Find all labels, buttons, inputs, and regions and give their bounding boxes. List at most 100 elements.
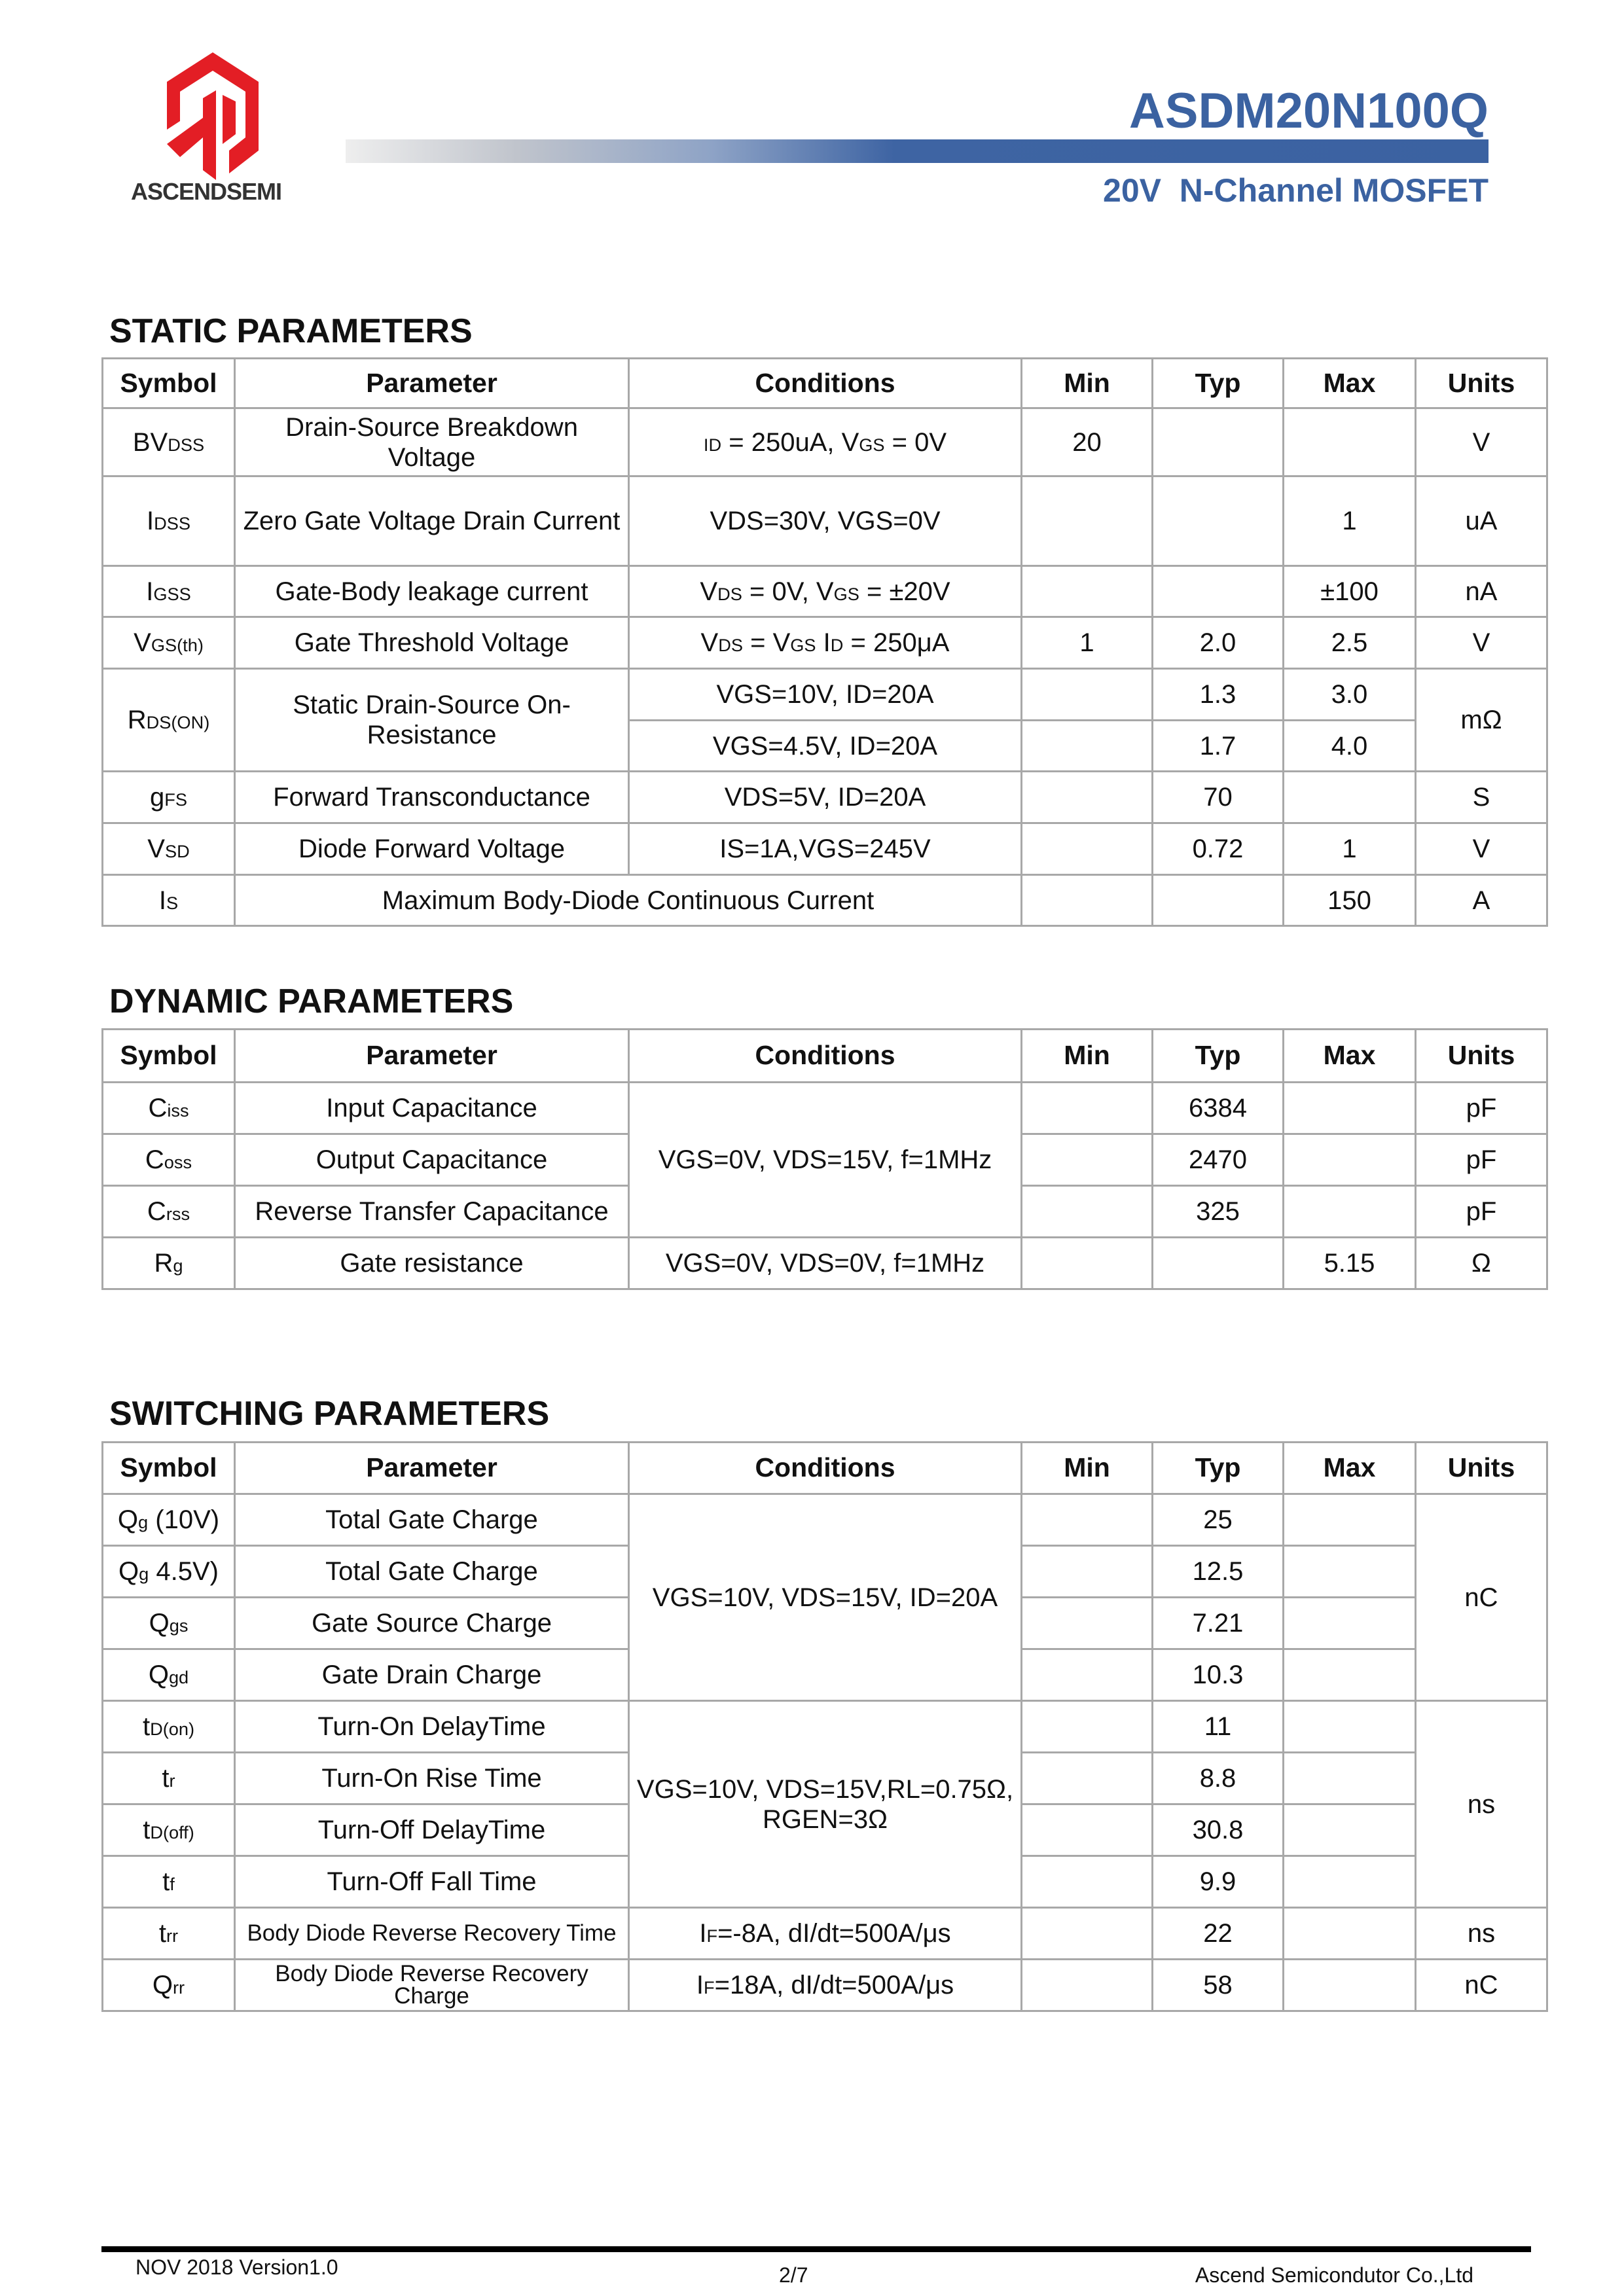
cell-text: BV — [133, 428, 168, 457]
subscript-text: iss — [167, 1100, 189, 1121]
subscript-text: gs — [170, 1615, 189, 1636]
static-typ-cell: 1.3 — [1153, 669, 1284, 721]
cell-text: g — [150, 783, 164, 812]
static-units-cell: V — [1416, 408, 1547, 476]
cell-text: I — [147, 507, 154, 535]
static-units-cell: S — [1416, 772, 1547, 823]
static-typ-cell — [1153, 476, 1284, 566]
subscript-text: oss — [164, 1152, 192, 1172]
static-max-cell: 1 — [1284, 476, 1416, 566]
part-number-title: ASDM20N100Q — [1129, 82, 1489, 139]
subscript-text: SD — [165, 841, 190, 861]
switching-parameter-cell: Gate Drain Charge — [235, 1649, 629, 1701]
column-header-parameter: Parameter — [235, 359, 629, 408]
table-row: RDS(ON)Static Drain-Source On-Resistance… — [103, 669, 1547, 721]
cell-text: I — [159, 886, 166, 915]
table-row: QrrBody Diode Reverse Recovery ChargeIF=… — [103, 1960, 1547, 2011]
column-header-symbol: Symbol — [103, 1030, 235, 1083]
switching-symbol-cell: Qg (10V) — [103, 1494, 235, 1546]
static-parameter-cell: Maximum Body-Diode Continuous Current — [235, 875, 1022, 926]
column-header-conditions: Conditions — [629, 1030, 1022, 1083]
switching-typ-cell: 11 — [1153, 1701, 1284, 1753]
dynamic-symbol-cell: Crss — [103, 1186, 235, 1238]
static-units-cell: mΩ — [1416, 669, 1547, 772]
dynamic-min-cell — [1022, 1186, 1153, 1238]
static-typ-cell — [1153, 875, 1284, 926]
switching-min-cell — [1022, 1701, 1153, 1753]
switching-max-cell — [1284, 1856, 1416, 1908]
switching-conditions-cell: IF=-8A, dI/dt=500A/μs — [629, 1908, 1022, 1960]
switching-max-cell — [1284, 1649, 1416, 1701]
column-header-min: Min — [1022, 1030, 1153, 1083]
cell-text: I — [816, 628, 831, 657]
subscript-text: DS — [718, 635, 743, 655]
switching-min-cell — [1022, 1856, 1153, 1908]
subscript-text: GS(th) — [151, 635, 204, 655]
switching-parameter-cell: Turn-On Rise Time — [235, 1753, 629, 1804]
static-conditions-cell: VDS=30V, VGS=0V — [629, 476, 1022, 566]
column-header-min: Min — [1022, 359, 1153, 408]
dynamic-symbol-cell: Ciss — [103, 1083, 235, 1134]
static-max-cell: ±100 — [1284, 566, 1416, 617]
column-header-units: Units — [1416, 1030, 1547, 1083]
table-row: trrBody Diode Reverse Recovery TimeIF=-8… — [103, 1908, 1547, 1960]
static-parameters-table: SymbolParameterConditionsMinTypMaxUnits B… — [101, 357, 1548, 927]
column-header-parameter: Parameter — [235, 1443, 629, 1494]
static-typ-cell: 0.72 — [1153, 823, 1284, 875]
switching-min-cell — [1022, 1546, 1153, 1598]
cell-text: V — [701, 628, 719, 657]
subscript-text: GS — [834, 584, 859, 604]
switching-symbol-cell: Qgs — [103, 1598, 235, 1649]
switching-max-cell — [1284, 1546, 1416, 1598]
switching-max-cell — [1284, 1753, 1416, 1804]
dynamic-max-cell — [1284, 1083, 1416, 1134]
cell-text: V — [147, 834, 165, 863]
dynamic-max-cell — [1284, 1186, 1416, 1238]
switching-parameter-cell: Gate Source Charge — [235, 1598, 629, 1649]
static-min-cell — [1022, 875, 1153, 926]
switching-parameter-cell: Total Gate Charge — [235, 1546, 629, 1598]
switching-symbol-cell: tf — [103, 1856, 235, 1908]
static-symbol-cell: VSD — [103, 823, 235, 875]
column-header-typ: Typ — [1153, 1030, 1284, 1083]
dynamic-parameter-cell: Output Capacitance — [235, 1134, 629, 1186]
static-conditions-cell: ID = 250uA, VGS = 0V — [629, 408, 1022, 476]
static-max-cell: 3.0 — [1284, 669, 1416, 721]
static-typ-cell: 1.7 — [1153, 721, 1284, 772]
cell-text: Q — [149, 1660, 169, 1689]
column-header-units: Units — [1416, 359, 1547, 408]
table-row: VGS(th)Gate Threshold VoltageVDS = VGS I… — [103, 617, 1547, 669]
logo-text: ASCENDSEMI — [131, 178, 281, 206]
column-header-max: Max — [1284, 1443, 1416, 1494]
column-header-typ: Typ — [1153, 1443, 1284, 1494]
dynamic-units-cell: pF — [1416, 1134, 1547, 1186]
switching-min-cell — [1022, 1598, 1153, 1649]
column-header-max: Max — [1284, 359, 1416, 408]
dynamic-min-cell — [1022, 1238, 1153, 1289]
dynamic-units-cell: pF — [1416, 1186, 1547, 1238]
switching-min-cell — [1022, 1494, 1153, 1546]
static-header-row: SymbolParameterConditionsMinTypMaxUnits — [103, 359, 1547, 408]
static-conditions-cell: IS=1A,VGS=245V — [629, 823, 1022, 875]
static-min-cell — [1022, 476, 1153, 566]
subscript-text: rr — [173, 1977, 185, 1998]
dynamic-typ-cell: 325 — [1153, 1186, 1284, 1238]
cell-text: 4.5V) — [149, 1557, 219, 1586]
switching-parameters-table: SymbolParameterConditionsMinTypMaxUnitsQ… — [101, 1441, 1548, 2012]
column-header-units: Units — [1416, 1443, 1547, 1494]
switching-conditions-cell: VGS=10V, VDS=15V,RL=0.75Ω, RGEN=3Ω — [629, 1701, 1022, 1908]
cell-text: = 250uA, V — [721, 428, 859, 457]
table-row: IGSSGate-Body leakage currentVDS = 0V, V… — [103, 566, 1547, 617]
dynamic-min-cell — [1022, 1083, 1153, 1134]
static-typ-cell: 70 — [1153, 772, 1284, 823]
switching-parameter-cell: Turn-Off DelayTime — [235, 1804, 629, 1856]
subscript-text: FS — [164, 789, 187, 810]
static-symbol-cell: IS — [103, 875, 235, 926]
static-parameter-cell: Forward Transconductance — [235, 772, 629, 823]
dynamic-typ-cell: 6384 — [1153, 1083, 1284, 1134]
dynamic-section-title: DYNAMIC PARAMETERS — [109, 982, 513, 1021]
cell-text: R — [154, 1249, 173, 1278]
switching-symbol-cell: tD(off) — [103, 1804, 235, 1856]
dynamic-parameters-table: SymbolParameterConditionsMinTypMaxUnitsC… — [101, 1028, 1548, 1290]
cell-text: V — [134, 628, 151, 657]
